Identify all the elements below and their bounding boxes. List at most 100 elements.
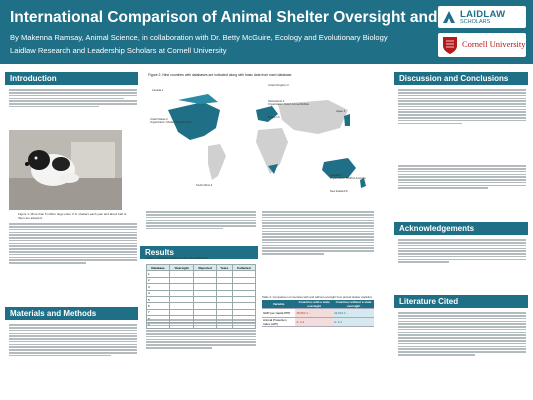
table-cell — [231, 276, 257, 285]
table-cell: A: 3.4 — [295, 317, 334, 327]
table-cell — [193, 276, 218, 285]
table-cell — [231, 295, 257, 304]
figure1-caption: Figure 1: More than 5 million dogs enter… — [18, 212, 127, 220]
table-cell — [193, 308, 218, 317]
table-cell — [169, 289, 195, 297]
table1-title: Table 1: Methods related to the nine dat… — [146, 256, 209, 260]
table-row: 6 — [145, 302, 257, 310]
introduction-text — [9, 88, 137, 124]
table-cell: 4 — [145, 289, 171, 297]
affiliation-line: Laidlaw Research and Leadership Scholars… — [10, 46, 227, 55]
acknowledgements-heading: Acknowledgements — [394, 222, 528, 235]
map-annotation-nz: New Zealand 8 — [330, 190, 348, 193]
map-annotation-belgium: Belgium 5 — [268, 116, 280, 119]
table-cell: 2 — [145, 276, 171, 285]
figure2-title: Figure 2: Nine countries with databases … — [148, 73, 293, 77]
table-row: GDP per capita PPP 48,952 ± ... 44,012 ±… — [262, 308, 374, 318]
map-annotation-australia-org: Organization: RSPCA Australia — [330, 177, 366, 180]
table-row: 4 — [145, 289, 257, 297]
discussion-heading: Discussion and Conclusions — [394, 72, 528, 85]
map-annotation-japan: Japan 6 — [336, 110, 346, 113]
table-cell: 6 — [145, 302, 171, 310]
acknowledgements-text — [398, 238, 526, 288]
table1-header: Collected — [231, 263, 257, 272]
table-cell — [231, 270, 257, 278]
dog-photo — [9, 130, 122, 210]
results-heading: Results — [140, 246, 258, 259]
table-row: 5 — [145, 295, 257, 304]
results-text-left — [146, 318, 256, 394]
table-cell: A: 3.1 — [333, 317, 374, 327]
dog-image-icon — [9, 130, 122, 210]
table-row: 3 — [145, 283, 257, 291]
discussion-text-2 — [398, 164, 526, 216]
table2-header: Countries without a state oversight — [333, 300, 374, 309]
table-cell: 3 — [145, 283, 171, 291]
map-discussion-text — [146, 210, 256, 246]
materials-methods-heading: Materials and Methods — [5, 307, 138, 320]
table-cell — [169, 276, 195, 285]
cornell-logo-text: Cornell University — [462, 39, 526, 49]
laidlaw-logo-subtext: SCHOLARS — [460, 19, 491, 25]
table-cell — [193, 283, 218, 291]
discussion-text-1 — [398, 88, 526, 160]
table-row: 2 — [145, 276, 257, 285]
table-cell — [169, 315, 195, 323]
methods-intro-text — [9, 222, 137, 302]
table-cell — [169, 308, 195, 317]
table-cell: 1 — [145, 270, 171, 278]
table-row: 7 — [145, 308, 257, 317]
laidlaw-logo-text: LAIDLAW — [460, 9, 506, 20]
world-map-icon — [148, 80, 378, 208]
map-annotation-uk: United Kingdom 3 — [268, 84, 289, 87]
table-cell — [193, 270, 218, 278]
table-cell — [169, 270, 195, 278]
map-annotation-australia: Australia 7 — [330, 174, 343, 177]
introduction-heading: Introduction — [5, 72, 138, 85]
table1-header: Reported — [193, 263, 218, 272]
map-annotation-us-org: Organization: Shelter Animals Count — [150, 121, 192, 124]
table-cell — [231, 302, 257, 310]
table-cell — [231, 315, 257, 323]
table-cell: 5 — [145, 295, 171, 304]
table-cell — [231, 289, 257, 297]
materials-methods-text — [9, 323, 137, 395]
table-cell: 48,952 ± ... — [295, 308, 334, 318]
literature-heading: Literature Cited — [394, 295, 528, 308]
table2-header: Variable — [262, 300, 296, 309]
table-cell: 44,012 ± ... — [333, 308, 374, 318]
poster-title: International Comparison of Animal Shelt… — [10, 9, 501, 26]
table-cell: Animal Protection Index (API) — [262, 317, 296, 327]
literature-text — [398, 311, 526, 395]
cornell-seal-icon — [443, 37, 457, 54]
laidlaw-mark-icon — [443, 11, 455, 23]
table-row: 8 — [145, 315, 257, 323]
table-cell — [169, 302, 195, 310]
table1-header: Database — [145, 263, 171, 272]
table-cell: GDP per capita PPP — [262, 308, 296, 318]
map-annotation-canada: Canada 1 — [152, 89, 164, 92]
laidlaw-logo: LAIDLAW SCHOLARS — [438, 6, 526, 28]
table-cell — [169, 295, 195, 304]
table2-header: Countries with a state oversight — [295, 300, 334, 309]
map-annotation-south-africa: South Africa 9 — [196, 184, 213, 187]
table-row: 1 — [145, 270, 257, 278]
table2-title: Table 2: Comparison of countries with an… — [262, 295, 372, 299]
table1: Database Oversight Reported Years Collec… — [145, 263, 257, 329]
table-cell: 7 — [145, 308, 171, 317]
table-cell — [193, 315, 218, 323]
table1-header: Oversight — [169, 263, 195, 272]
table-cell — [231, 308, 257, 317]
results-text-right — [262, 210, 374, 294]
cornell-logo: Cornell University — [438, 33, 526, 57]
table-cell: 8 — [145, 315, 171, 323]
map-annotation-netherlands: Netherlands 4 — [268, 100, 285, 103]
authors-line: By Makenna Ramsay, Animal Science, in co… — [10, 33, 388, 42]
table-cell — [193, 289, 218, 297]
table-cell — [193, 302, 218, 310]
map-annotation-netherlands-org: Organization: Dutch Animal Welfare — [268, 103, 310, 106]
table-cell — [169, 283, 195, 291]
table-cell — [193, 295, 218, 304]
table2: Variable Countries with a state oversigh… — [262, 300, 374, 327]
map-annotation-us: United States 2 — [150, 118, 168, 121]
